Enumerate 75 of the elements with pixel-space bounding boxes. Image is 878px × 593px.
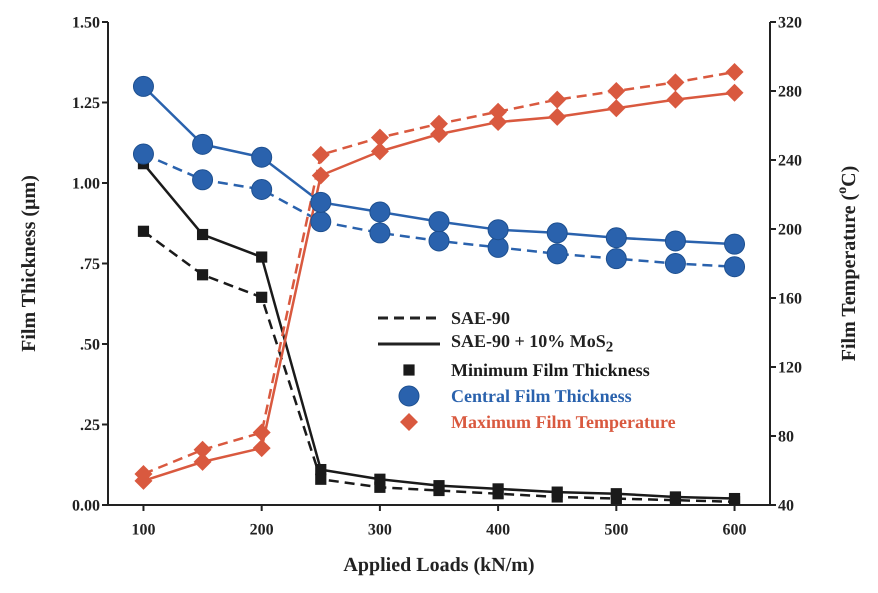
legend-label: Minimum Film Thickness bbox=[451, 359, 650, 382]
point bbox=[670, 491, 682, 503]
point bbox=[607, 82, 626, 100]
point bbox=[312, 146, 330, 164]
x-tick-label: 100 bbox=[131, 521, 156, 538]
point bbox=[606, 227, 627, 248]
point bbox=[606, 248, 627, 270]
point bbox=[310, 192, 332, 213]
y2-tick-label: 200 bbox=[778, 222, 802, 239]
y-tick-label: .25 bbox=[80, 417, 100, 434]
x-tick-label: 600 bbox=[722, 521, 747, 538]
y-tick-label: 0.00 bbox=[72, 498, 100, 515]
y-tick-label: 1.25 bbox=[72, 95, 100, 112]
point bbox=[726, 84, 744, 102]
point bbox=[310, 211, 332, 232]
point bbox=[428, 230, 450, 252]
y2-tick-label: 280 bbox=[778, 84, 802, 101]
y2-tick-label: 80 bbox=[778, 428, 794, 446]
point bbox=[192, 134, 214, 155]
y2-tick-label: 120 bbox=[778, 360, 802, 377]
point bbox=[196, 228, 208, 240]
y2-tick-label: 40 bbox=[778, 498, 794, 515]
point bbox=[192, 169, 214, 190]
point bbox=[552, 486, 563, 498]
point bbox=[315, 464, 326, 476]
y2-tick-label: 160 bbox=[778, 290, 802, 308]
annotation: SAE-90 bbox=[451, 307, 510, 330]
point bbox=[607, 99, 626, 118]
point bbox=[664, 253, 686, 274]
point bbox=[728, 492, 740, 504]
x-tick-label: 200 bbox=[250, 521, 274, 538]
point bbox=[428, 211, 450, 232]
point bbox=[256, 251, 268, 263]
annotation: SAE-90 + 10% MoS$_{2}$ bbox=[451, 330, 614, 358]
x-tick-label: 500 bbox=[604, 521, 628, 538]
point bbox=[546, 243, 568, 264]
point bbox=[138, 226, 150, 237]
point bbox=[664, 230, 686, 252]
point bbox=[492, 483, 504, 494]
x-axis-title: Applied Loads (kN/m) bbox=[343, 554, 535, 576]
y-tick-label: .50 bbox=[80, 336, 100, 354]
point bbox=[433, 480, 445, 492]
point bbox=[251, 146, 272, 168]
point bbox=[546, 222, 568, 244]
point bbox=[374, 474, 386, 485]
point bbox=[196, 269, 208, 280]
y-tick-label: 1.50 bbox=[72, 14, 100, 32]
point bbox=[252, 424, 271, 442]
legend-label: Maximum Film Temperature bbox=[451, 411, 676, 434]
y-axis-title: Film Thickness (µm) bbox=[18, 175, 40, 352]
y2-tick-label: 240 bbox=[778, 152, 802, 170]
y-tick-label: .75 bbox=[80, 256, 100, 274]
point bbox=[252, 439, 271, 458]
x-tick-label: 300 bbox=[368, 521, 392, 538]
legend-label: Central Film Thickness bbox=[451, 385, 632, 408]
point bbox=[666, 73, 684, 92]
point bbox=[312, 166, 330, 185]
y-tick-label: 1.00 bbox=[72, 176, 100, 193]
point bbox=[548, 90, 566, 109]
point bbox=[369, 222, 390, 244]
point bbox=[666, 90, 684, 109]
point bbox=[724, 256, 746, 278]
point bbox=[724, 234, 746, 255]
point bbox=[132, 76, 154, 97]
point bbox=[132, 144, 154, 165]
point bbox=[488, 219, 509, 240]
point bbox=[251, 178, 272, 200]
point bbox=[256, 292, 268, 303]
point bbox=[726, 63, 744, 82]
point bbox=[488, 236, 509, 258]
point bbox=[610, 488, 622, 500]
y2-tick-label: 320 bbox=[778, 14, 802, 32]
x-tick-label: 400 bbox=[486, 521, 510, 538]
point bbox=[548, 108, 566, 126]
point bbox=[369, 201, 390, 222]
